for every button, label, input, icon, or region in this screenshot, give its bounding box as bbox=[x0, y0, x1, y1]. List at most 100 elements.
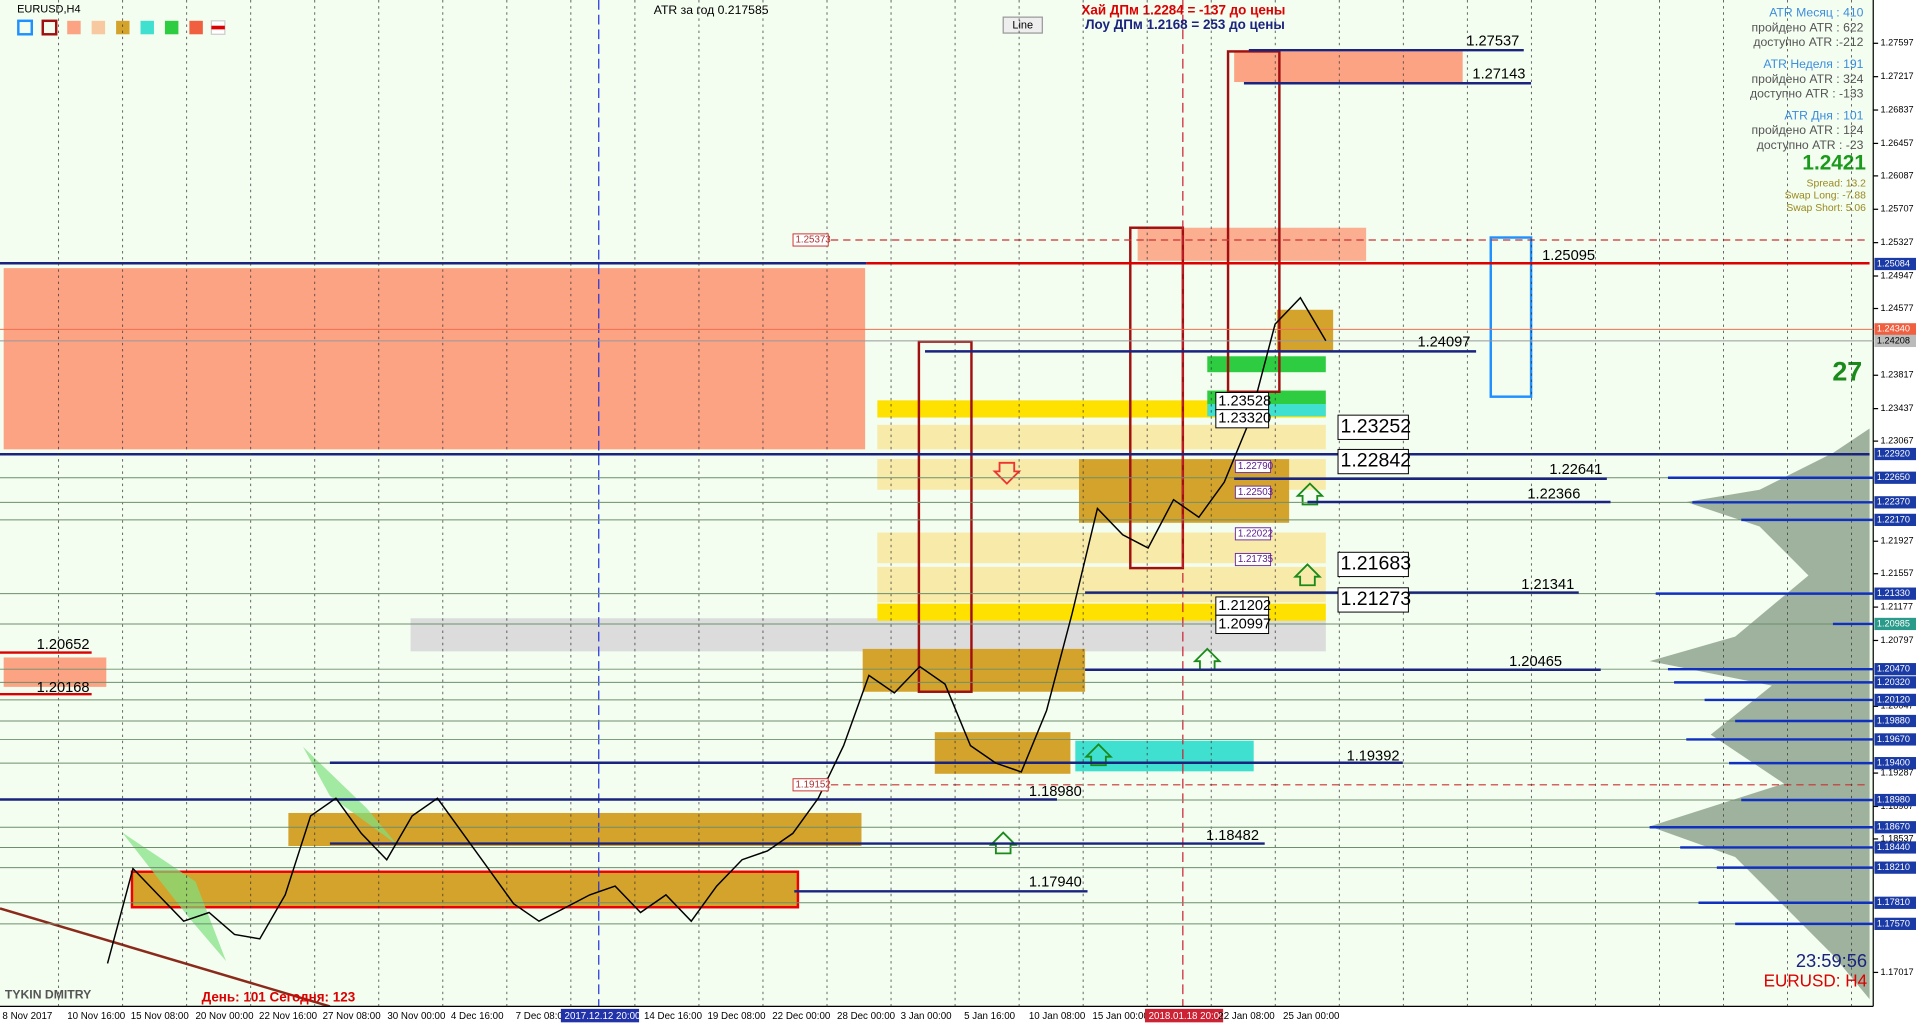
level-tag bbox=[1874, 861, 1916, 874]
x-tick-label: 25 Jan 00:00 bbox=[1283, 1011, 1340, 1022]
level-text: 1.23528 bbox=[1218, 393, 1271, 409]
zone bbox=[1137, 227, 1367, 261]
level-text: 1.21341 bbox=[1521, 577, 1574, 593]
level-tag bbox=[1874, 793, 1916, 807]
level-label: 1.21330 bbox=[1877, 588, 1910, 598]
level-tag bbox=[1874, 821, 1916, 834]
level-tag bbox=[1874, 693, 1916, 707]
swap-line: Swap Long: -7.88 bbox=[1785, 191, 1866, 202]
y-tick-label: 1.20797 bbox=[1881, 635, 1914, 645]
x-tick-label: 15 Nov 08:00 bbox=[131, 1011, 190, 1022]
level-text: 1.22842 bbox=[1340, 450, 1411, 472]
label-box bbox=[1234, 552, 1272, 567]
level-text: 1.25095 bbox=[1542, 248, 1595, 264]
icon[interactable] bbox=[67, 20, 81, 35]
y-tick-label: 1.17017 bbox=[1881, 967, 1914, 977]
level-text: 1.22503 bbox=[1238, 487, 1273, 498]
level-tag bbox=[1874, 447, 1916, 461]
y-tick-label: 1.24577 bbox=[1881, 303, 1914, 313]
x-tick-label: 15 Jan 00:00 bbox=[1092, 1011, 1149, 1022]
icon[interactable] bbox=[41, 19, 58, 36]
info-line: доступно ATR : -133 bbox=[1750, 87, 1864, 101]
y-tick-label: 1.19287 bbox=[1881, 767, 1914, 777]
line-button-label[interactable]: Line bbox=[1012, 20, 1033, 32]
icon[interactable] bbox=[17, 19, 33, 36]
label-box bbox=[1234, 459, 1272, 474]
day-note: День: 101 Сегодня: 123 bbox=[202, 989, 356, 1004]
x-tick-label: 20 Nov 00:00 bbox=[196, 1011, 255, 1022]
level-tag bbox=[1874, 617, 1916, 631]
level-text: 1.24097 bbox=[1417, 335, 1470, 351]
level-text: 1.18980 bbox=[1029, 784, 1082, 800]
level-tag bbox=[1874, 757, 1916, 770]
x-tick-label: 10 Nov 16:00 bbox=[67, 1011, 126, 1022]
level-tag bbox=[1874, 496, 1916, 509]
level-label: 1.17570 bbox=[1877, 918, 1910, 928]
swap-line: Swap Short: 5.06 bbox=[1786, 203, 1866, 214]
level-tag bbox=[1874, 896, 1916, 909]
clock: 23:59:56 bbox=[1796, 950, 1867, 971]
level-text: 1.19152 bbox=[795, 779, 830, 790]
x-tick-label: 4 Dec 16:00 bbox=[451, 1011, 504, 1022]
level-tag bbox=[1874, 663, 1916, 676]
label-box bbox=[1234, 527, 1272, 541]
x-tick-label: 7 Dec 08:00 bbox=[516, 1011, 569, 1022]
low-note: Лоу ДПм 1.2168 = 253 до цены bbox=[1085, 17, 1285, 32]
level-text: 1.22641 bbox=[1549, 462, 1602, 478]
x-tick-label: 19 Dec 08:00 bbox=[708, 1011, 767, 1022]
swap-line: Spread: 13.2 bbox=[1807, 178, 1867, 189]
trend-line bbox=[0, 907, 331, 1008]
level-tag bbox=[1874, 714, 1916, 728]
y-tick-label: 1.25327 bbox=[1881, 237, 1914, 247]
level-text: 1.20465 bbox=[1509, 654, 1562, 670]
zone bbox=[1276, 309, 1334, 352]
range-box bbox=[917, 340, 973, 693]
x-tick-label: 10 Jan 08:00 bbox=[1029, 1011, 1086, 1022]
range-box bbox=[1489, 236, 1533, 398]
y-tick-label: 1.23817 bbox=[1881, 370, 1914, 380]
x-tick-label: 27 Nov 08:00 bbox=[323, 1011, 382, 1022]
y-tick-label: 1.23067 bbox=[1881, 436, 1914, 446]
level-label: 1.22920 bbox=[1877, 448, 1910, 458]
line-button[interactable] bbox=[1002, 16, 1043, 34]
y-tick-label: 1.26837 bbox=[1881, 104, 1914, 114]
info-line: пройдено ATR : 324 bbox=[1752, 72, 1864, 86]
level-tag bbox=[1874, 513, 1916, 527]
zone bbox=[410, 618, 1326, 652]
icon[interactable] bbox=[116, 20, 130, 35]
label-box bbox=[1215, 614, 1270, 635]
level-text: 1.22790 bbox=[1238, 461, 1274, 472]
info-line: пройдено ATR : 622 bbox=[1752, 20, 1864, 34]
price-line bbox=[106, 296, 1327, 964]
icon[interactable] bbox=[164, 20, 179, 35]
y-tick-label: 1.26457 bbox=[1881, 138, 1914, 148]
level-tag bbox=[1874, 471, 1916, 484]
label-box bbox=[1337, 448, 1409, 475]
zone bbox=[3, 268, 866, 450]
y-tick-label: 1.26087 bbox=[1881, 170, 1914, 180]
author: TYKIN DMITRY bbox=[5, 988, 91, 1002]
level-tag bbox=[1874, 257, 1916, 271]
level-label: 1.24208 bbox=[1877, 335, 1910, 345]
level-label: 1.22650 bbox=[1877, 472, 1910, 482]
label-box bbox=[1215, 409, 1270, 429]
icon[interactable] bbox=[140, 20, 154, 35]
level-label: 1.17810 bbox=[1877, 897, 1910, 907]
x-tick-label: 30 Nov 00:00 bbox=[387, 1011, 446, 1022]
level-label: 1.19670 bbox=[1877, 734, 1910, 744]
info-line: ATR Неделя : 191 bbox=[1763, 57, 1863, 71]
level-label: 1.19400 bbox=[1877, 758, 1910, 768]
y-tick-label: 1.21927 bbox=[1881, 536, 1914, 546]
level-text: 1.23252 bbox=[1340, 415, 1411, 437]
y-tick-label: 1.24947 bbox=[1881, 270, 1914, 280]
icon[interactable] bbox=[91, 20, 106, 35]
label-box bbox=[1337, 551, 1409, 578]
x-tick-label: 22 Nov 16:00 bbox=[259, 1011, 318, 1022]
level-text: 1.25373 bbox=[795, 235, 830, 246]
x-tick-label: 14 Dec 16:00 bbox=[644, 1011, 703, 1022]
info-line: ATR Месяц : 410 bbox=[1769, 6, 1863, 20]
level-text: 1.18482 bbox=[1206, 828, 1259, 844]
icon[interactable] bbox=[189, 20, 203, 35]
y-tick-label: 1.21177 bbox=[1881, 602, 1913, 612]
